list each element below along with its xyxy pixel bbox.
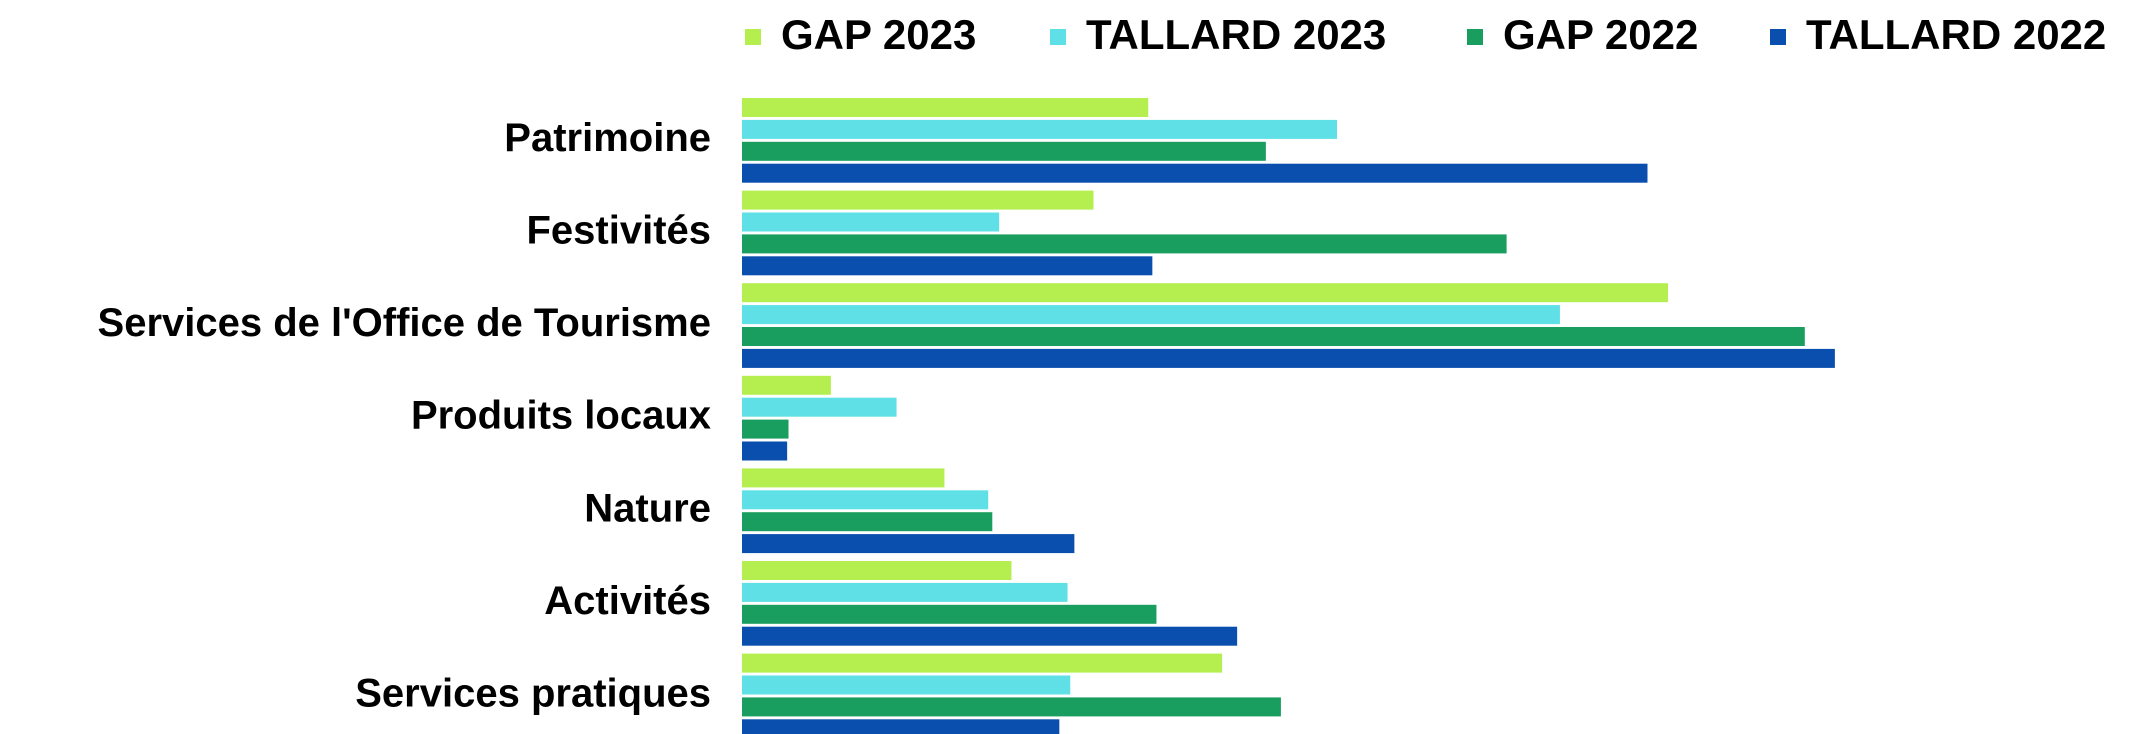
bar xyxy=(742,582,1068,602)
bar xyxy=(742,697,1281,717)
bar xyxy=(742,419,789,439)
bar xyxy=(742,119,1337,139)
bar xyxy=(742,719,1060,734)
bar xyxy=(742,626,1238,646)
bar xyxy=(742,468,945,488)
bar xyxy=(742,212,1000,232)
bar xyxy=(742,98,1149,117)
bar xyxy=(742,163,1648,183)
y-tick-label: Produits locaux xyxy=(411,394,711,438)
legend-swatch xyxy=(745,29,761,45)
bar xyxy=(742,305,1560,325)
y-tick-label: Activités xyxy=(544,579,711,623)
legend-swatch xyxy=(1050,29,1066,45)
bar xyxy=(742,490,989,510)
legend-label: GAP 2022 xyxy=(1503,11,1698,58)
legend-label: TALLARD 2022 xyxy=(1806,11,2106,58)
legend-label: GAP 2023 xyxy=(781,11,976,58)
bar xyxy=(742,256,1153,276)
y-tick-label: Nature xyxy=(584,486,711,530)
bar xyxy=(742,534,1075,554)
bar xyxy=(742,190,1094,210)
y-tick-label: Festivités xyxy=(526,209,711,253)
bar xyxy=(742,283,1669,303)
bar xyxy=(742,327,1805,346)
bar xyxy=(742,512,993,532)
legend-label: TALLARD 2023 xyxy=(1086,11,1386,58)
y-tick-label: Patrimoine xyxy=(504,116,711,160)
bar xyxy=(742,397,897,417)
bar xyxy=(742,234,1507,254)
bar xyxy=(742,375,831,395)
bar xyxy=(742,561,1012,580)
legend-swatch xyxy=(1770,29,1786,45)
bar xyxy=(742,653,1223,673)
bar xyxy=(742,141,1266,161)
bar xyxy=(742,348,1835,368)
y-tick-label: Services de l'Office de Tourisme xyxy=(98,301,711,345)
bar xyxy=(742,675,1071,695)
bar xyxy=(742,604,1157,624)
legend-swatch xyxy=(1467,29,1483,45)
bar xyxy=(742,441,788,461)
y-tick-label: Services pratiques xyxy=(355,672,711,716)
